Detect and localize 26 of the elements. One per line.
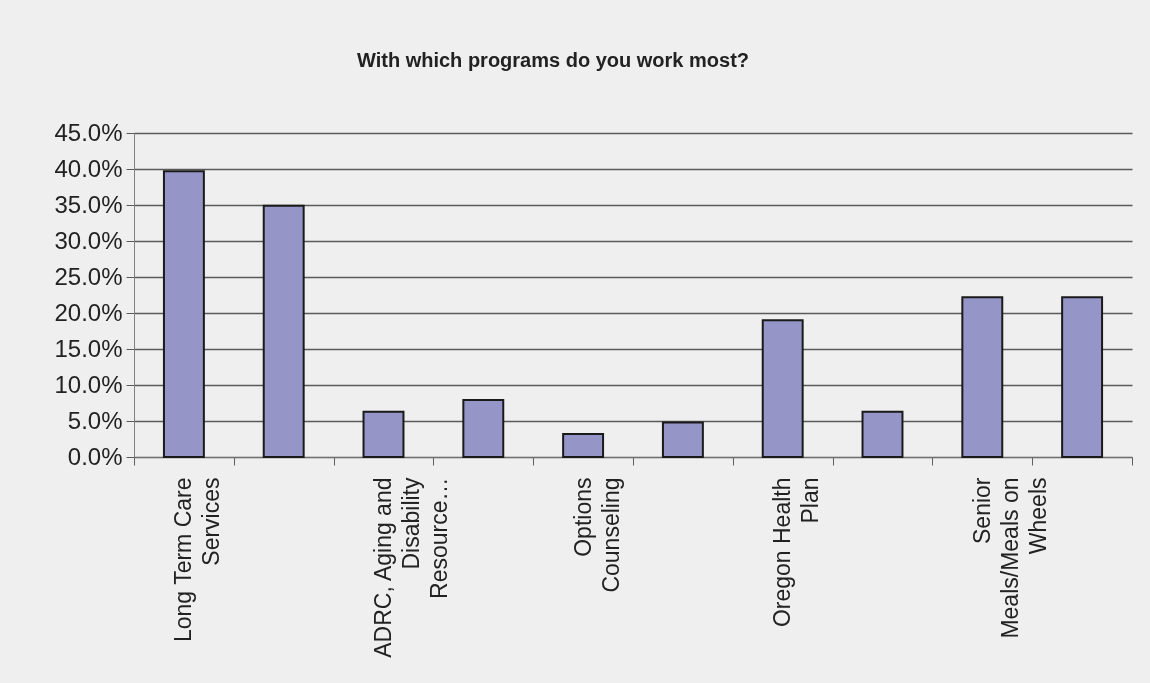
- y-tick-label: 35.0%: [54, 190, 123, 218]
- y-tick-label: 20.0%: [54, 298, 123, 326]
- bar: [1061, 296, 1104, 458]
- x-tick-label: Long Term Care Services: [170, 477, 225, 642]
- y-tick-label: 45.0%: [54, 118, 123, 146]
- y-tick-label: 30.0%: [54, 226, 123, 254]
- bar: [961, 296, 1004, 458]
- bar: [861, 410, 904, 458]
- y-tick-label: 0.0%: [67, 442, 123, 470]
- y-tick-label: 5.0%: [67, 406, 123, 434]
- y-tick-label: 40.0%: [54, 154, 123, 182]
- x-tick-label: Senior Meals/Meals on Wheels: [968, 477, 1051, 639]
- y-tick-label: 10.0%: [54, 370, 123, 398]
- bar: [761, 319, 804, 458]
- bar: [462, 399, 505, 458]
- x-tick-label: Oregon Health Plan: [769, 477, 824, 628]
- bar: [562, 432, 605, 458]
- bar: [162, 170, 205, 458]
- x-tick-label: Options Counseling: [569, 477, 624, 593]
- y-tick-label: 15.0%: [54, 334, 123, 362]
- bar: [362, 410, 405, 458]
- x-tick-label: ADRC, Aging and Disability Resource…: [370, 477, 452, 658]
- bar: [661, 421, 704, 458]
- bar: [262, 204, 305, 458]
- chart-title: With which programs do you work most?: [356, 49, 750, 71]
- y-tick-label: 25.0%: [54, 262, 123, 290]
